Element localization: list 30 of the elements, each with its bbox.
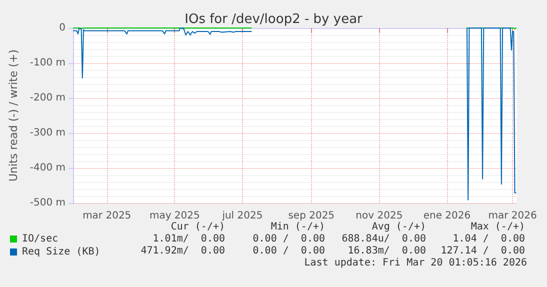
text: 471.92m/ 0.00 [140, 246, 226, 256]
legend-label: IO/sec [22, 234, 58, 244]
text: 16.83m/ 0.00 [348, 246, 426, 256]
text: Cur (-/+) [170, 222, 226, 232]
chart-title: IOs for /dev/loop2 - by year [184, 12, 364, 27]
y-tick-label: -200 m [30, 92, 66, 104]
x-tick-label: sep 2025 [288, 210, 335, 222]
x-tick-label: mar 2025 [82, 210, 132, 222]
text: 127.14 / 0.00 [440, 246, 526, 256]
legend-label: Req Size (KB) [22, 246, 100, 258]
y-axis-title: Units read (-) / write (+) [7, 49, 20, 182]
x-tick-label: jul 2025 [221, 210, 263, 222]
x-tick-label: ene 2026 [423, 210, 471, 222]
x-tick-label: nov 2025 [356, 210, 403, 222]
text: 0.00 / 0.00 [252, 234, 326, 244]
y-tick-label: -500 m [30, 198, 66, 208]
text: 1.04 / 0.00 [452, 234, 526, 244]
x-tick-label: mar 2026 [488, 210, 537, 222]
text: 688.84u/ 0.00 [342, 234, 426, 244]
text: Min (-/+) [270, 222, 326, 232]
y-tick-label: 0 [59, 22, 66, 34]
x-tick-label: may 2025 [149, 210, 200, 222]
y-tick-label: -100 m [30, 58, 66, 68]
text: Last update: Fri Mar 20 01:05:16 2026 [304, 258, 528, 268]
text: Avg (-/+) [372, 222, 426, 232]
y-tick-label: -300 m [30, 128, 66, 138]
text: 1.01m/ 0.00 [152, 234, 226, 244]
text: Max (-/+) [470, 222, 526, 232]
y-tick-label: -400 m [30, 162, 66, 174]
text: 0.00 / 0.00 [252, 246, 326, 256]
